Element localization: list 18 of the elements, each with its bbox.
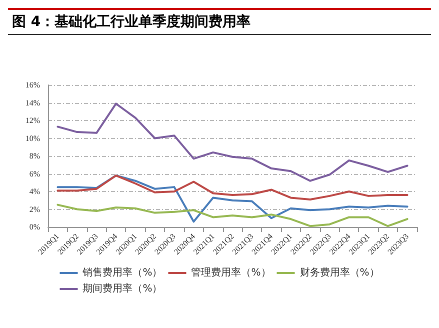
legend-label: 管理费用率（%） [191, 266, 271, 278]
y-tick-label: 4% [29, 187, 40, 196]
legend-label: 期间费用率（%） [82, 282, 162, 294]
y-tick-label: 8% [29, 152, 40, 160]
line-series [56, 102, 408, 182]
line-series [56, 174, 408, 200]
y-tick-label: 12% [25, 116, 40, 125]
legend-label: 销售费用率（%） [82, 266, 162, 278]
line-series [56, 174, 408, 223]
y-tick-label: 6% [29, 169, 40, 178]
legend-label: 财务费用率（%） [300, 266, 380, 278]
y-tick-label: 2% [29, 204, 40, 214]
chart-title: 图 4：基础化工行业单季度期间费用率 [8, 8, 431, 35]
line-series [56, 204, 408, 228]
y-tick-label: 0% [29, 222, 40, 232]
y-tick-label: 10% [25, 134, 40, 143]
y-tick-label: 16% [25, 80, 40, 90]
y-tick-label: 14% [25, 98, 40, 108]
